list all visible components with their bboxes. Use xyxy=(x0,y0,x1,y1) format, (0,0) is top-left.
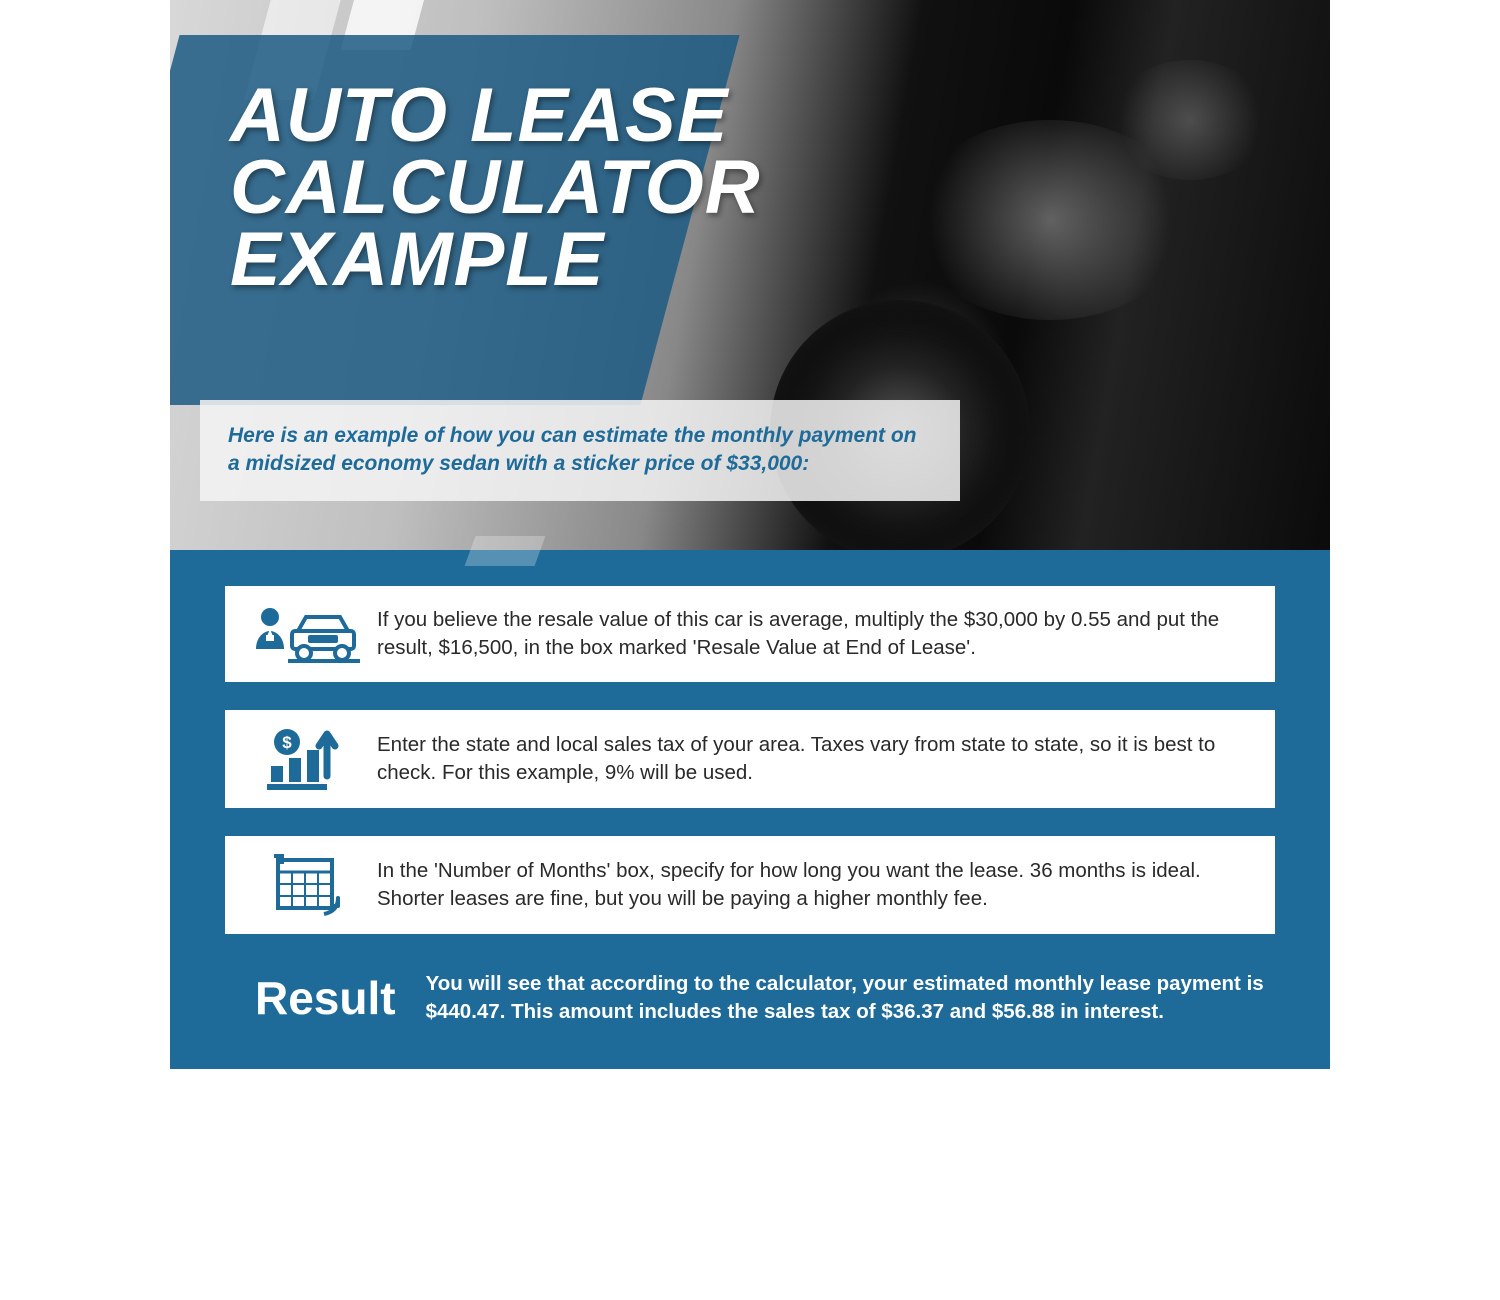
step-text: If you believe the resale value of this … xyxy=(377,606,1245,663)
step-card: $ Enter the state and local sales tax of… xyxy=(225,710,1275,808)
hero-highlight xyxy=(1110,60,1270,180)
dealer-car-icon xyxy=(247,605,367,663)
calendar-icon xyxy=(247,854,367,916)
step-text: Enter the state and local sales tax of y… xyxy=(377,731,1245,788)
title-line: EXAMPLE xyxy=(230,217,604,302)
step-card: If you believe the resale value of this … xyxy=(225,586,1275,682)
step-card: In the 'Number of Months' box, specify f… xyxy=(225,836,1275,934)
page-title: AUTO LEASE CALCULATOR EXAMPLE xyxy=(230,80,761,297)
step-text: In the 'Number of Months' box, specify f… xyxy=(377,857,1245,914)
subtitle-bar: Here is an example of how you can estima… xyxy=(200,400,960,501)
hero-section: AUTO LEASE CALCULATOR EXAMPLE Here is an… xyxy=(170,0,1330,550)
result-label: Result xyxy=(255,971,396,1025)
tax-chart-icon: $ xyxy=(247,728,367,790)
infographic-root: AUTO LEASE CALCULATOR EXAMPLE Here is an… xyxy=(170,0,1330,1069)
subtitle-text: Here is an example of how you can estima… xyxy=(228,422,932,479)
result-text: You will see that according to the calcu… xyxy=(426,970,1271,1025)
svg-text:$: $ xyxy=(282,733,292,752)
content-section: If you believe the resale value of this … xyxy=(170,550,1330,1069)
result-row: Result You will see that according to th… xyxy=(225,962,1275,1033)
